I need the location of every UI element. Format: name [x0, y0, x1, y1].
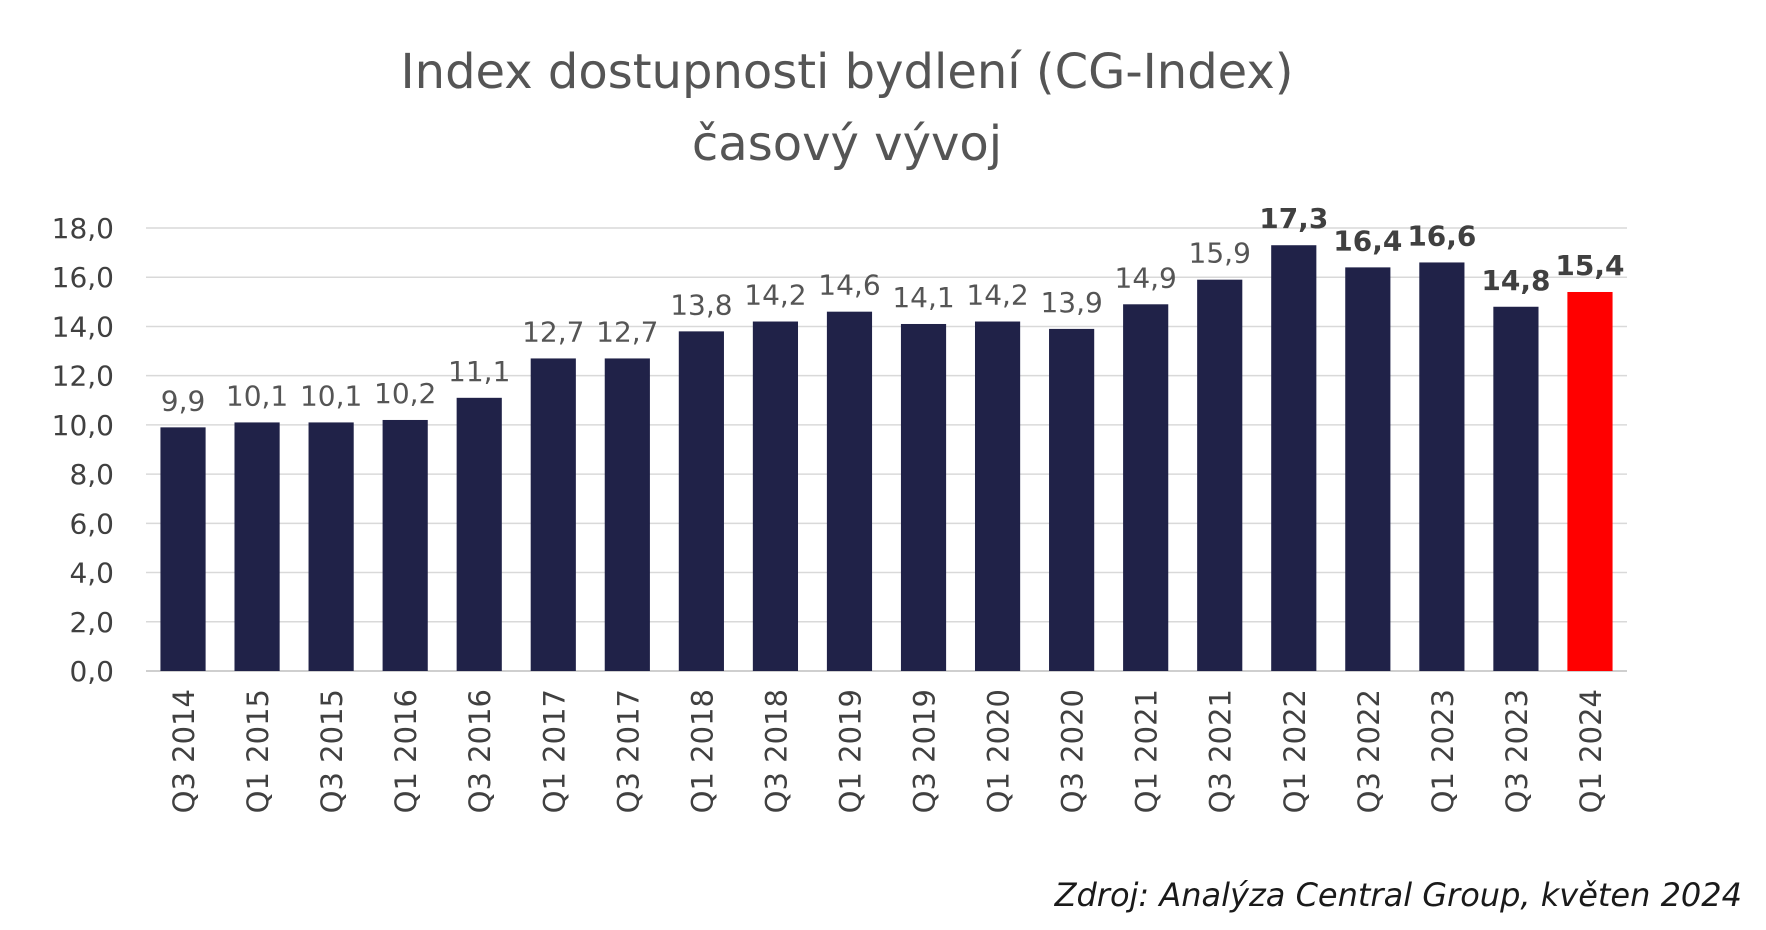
chart-title-line-2: časový vývoj	[692, 116, 1002, 172]
data-label: 10,1	[226, 379, 288, 412]
data-label: 10,2	[374, 377, 436, 410]
bar	[308, 422, 354, 671]
data-label: 12,7	[522, 315, 584, 348]
x-tick-label: Q3 2023	[1500, 689, 1534, 813]
x-tick-label: Q3 2022	[1352, 689, 1386, 813]
chart-title: Index dostupnosti bydlení (CG-Index) čas…	[400, 44, 1293, 172]
bar	[826, 311, 873, 671]
data-label: 13,9	[1040, 286, 1102, 319]
bar	[160, 427, 206, 671]
gridlines	[146, 227, 1627, 672]
bar-series	[160, 245, 1613, 671]
data-label: 16,6	[1407, 219, 1476, 252]
x-tick-label: Q1 2024	[1574, 689, 1608, 813]
data-label: 10,1	[300, 379, 362, 412]
y-tick-label: 0,0	[69, 655, 114, 688]
data-label: 15,9	[1189, 237, 1251, 270]
x-tick-label: Q1 2018	[685, 689, 719, 813]
bar	[1049, 328, 1095, 671]
bar	[1567, 291, 1613, 671]
data-label: 12,7	[596, 315, 658, 348]
x-tick-label: Q3 2018	[759, 689, 793, 813]
data-label: 14,8	[1481, 264, 1550, 297]
y-tick-label: 14,0	[52, 310, 114, 343]
y-tick-label: 8,0	[69, 458, 114, 491]
bar	[1419, 262, 1465, 671]
y-tick-label: 18,0	[52, 212, 114, 245]
x-tick-label: Q3 2014	[167, 689, 201, 813]
x-tick-label: Q3 2021	[1204, 689, 1238, 813]
bar	[382, 419, 428, 671]
y-tick-label: 12,0	[52, 360, 114, 393]
source-note: Zdroj: Analýza Central Group, květen 202…	[1054, 876, 1742, 914]
data-labels: 9,9 10,1 10,1 10,2 11,1 12,7 12,7 13,8 14,2 14,6 1…	[161, 202, 1625, 417]
bar	[1197, 279, 1243, 671]
y-tick-label: 4,0	[69, 557, 114, 590]
bar	[1271, 245, 1317, 671]
x-tick-label: Q1 2020	[982, 689, 1016, 813]
x-tick-label: Q3 2020	[1056, 689, 1090, 813]
x-axis: Q3 2014 Q1 2015 Q3 2015 Q1 2016 Q3 2016 Q1 20…	[167, 689, 1608, 813]
x-tick-label: Q1 2017	[537, 689, 571, 813]
bar	[678, 331, 724, 671]
data-label: 17,3	[1259, 202, 1328, 235]
bar	[604, 358, 650, 671]
x-tick-label: Q1 2019	[833, 689, 867, 813]
x-tick-label: Q3 2015	[315, 689, 349, 813]
bar	[1493, 306, 1539, 671]
y-tick-label: 6,0	[69, 507, 114, 540]
bar	[234, 422, 280, 671]
bar	[752, 321, 799, 671]
data-label: 14,9	[1115, 261, 1177, 294]
data-label: 13,8	[670, 288, 732, 321]
bar	[1123, 304, 1169, 671]
y-tick-label: 16,0	[52, 261, 114, 294]
data-label: 15,4	[1555, 249, 1624, 282]
data-label: 14,6	[818, 269, 880, 302]
x-tick-label: Q1 2015	[241, 689, 275, 813]
x-tick-label: Q3 2016	[463, 689, 497, 813]
data-label: 16,4	[1333, 224, 1402, 257]
x-tick-label: Q3 2019	[908, 689, 942, 813]
data-label: 14,2	[744, 279, 806, 312]
chart-title-line-1: Index dostupnosti bydlení (CG-Index)	[400, 44, 1293, 100]
x-tick-label: Q3 2017	[611, 689, 645, 813]
x-tick-label: Q1 2023	[1426, 689, 1460, 813]
data-label: 14,1	[892, 281, 954, 314]
x-tick-label: Q1 2022	[1278, 689, 1312, 813]
y-axis: 0,0 2,0 4,0 6,0 8,0 10,0 12,0 14,0 16,0 18,0	[52, 212, 114, 688]
x-tick-label: Q1 2021	[1130, 689, 1164, 813]
bar	[900, 323, 947, 671]
data-label: 11,1	[448, 355, 510, 388]
y-tick-label: 10,0	[52, 409, 114, 442]
bar	[456, 397, 502, 671]
bar	[530, 358, 576, 671]
x-tick-label: Q1 2016	[389, 689, 423, 813]
data-label: 9,9	[161, 384, 206, 417]
data-label: 14,2	[966, 279, 1028, 312]
y-tick-label: 2,0	[69, 606, 114, 639]
bar	[1345, 267, 1391, 671]
bar	[974, 321, 1021, 671]
